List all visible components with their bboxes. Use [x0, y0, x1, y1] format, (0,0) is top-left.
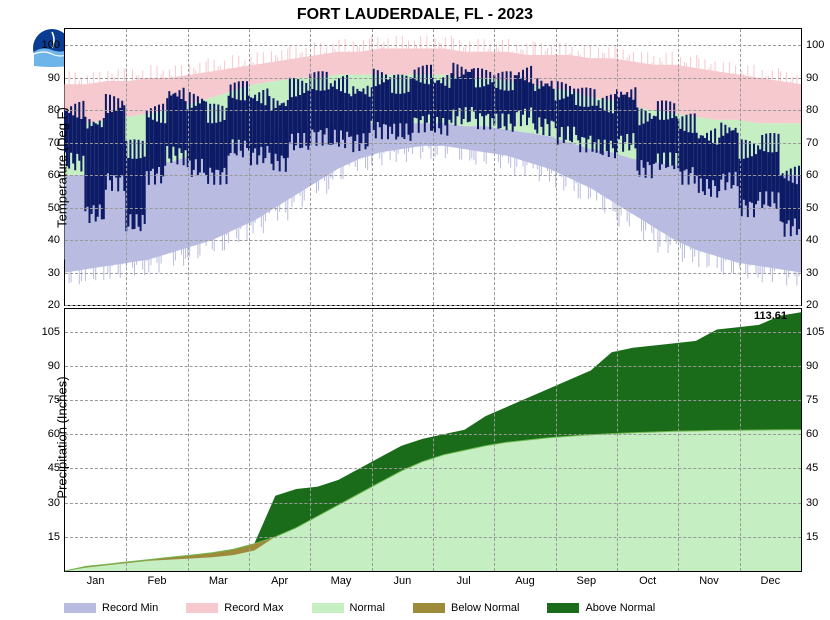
month-label: Mar: [209, 575, 228, 587]
temp-ytick-left: 30: [48, 267, 60, 279]
temp-ytick-right: 100: [806, 39, 824, 51]
precip-ytick-right: 90: [806, 360, 818, 372]
temp-ytick-right: 20: [806, 299, 818, 311]
temp-ytick-left: 100: [42, 39, 60, 51]
precip-ytick-right: 15: [806, 531, 818, 543]
legend-item: Below Normal: [413, 602, 519, 614]
legend-swatch-icon: [186, 603, 218, 613]
legend-item: Record Min: [64, 602, 158, 614]
legend-item: Above Normal: [547, 602, 655, 614]
month-label: Sep: [577, 575, 597, 587]
temp-ytick-right: 60: [806, 169, 818, 181]
precip-ytick-right: 75: [806, 394, 818, 406]
temp-ytick-right: 70: [806, 137, 818, 149]
legend-label: Above Normal: [585, 602, 655, 614]
precip-ytick-right: 30: [806, 497, 818, 509]
month-label: Jan: [87, 575, 105, 587]
legend-swatch-icon: [547, 603, 579, 613]
legend-label: Normal: [350, 602, 385, 614]
month-label: Dec: [761, 575, 781, 587]
precip-ytick-left: 105: [42, 326, 60, 338]
precip-final-value: 113.61: [754, 310, 787, 322]
legend: Record Min Record Max Normal Below Normal Ab…: [64, 602, 810, 614]
chart-container: FORT LAUDERDALE, FL - 2023 2020303040405…: [0, 0, 830, 620]
month-label: Oct: [639, 575, 656, 587]
legend-swatch-icon: [312, 603, 344, 613]
precip-ytick-right: 45: [806, 462, 818, 474]
month-label: Jun: [393, 575, 411, 587]
temp-ytick-right: 90: [806, 72, 818, 84]
month-label: Feb: [148, 575, 167, 587]
month-label: May: [331, 575, 352, 587]
temperature-chart: 20203030404050506060707080809090100100: [64, 28, 802, 306]
precip-ytick-right: 105: [806, 326, 824, 338]
month-label: Apr: [271, 575, 288, 587]
temp-ytick-right: 30: [806, 267, 818, 279]
precip-ytick-right: 60: [806, 428, 818, 440]
legend-item: Record Max: [186, 602, 283, 614]
month-label: Aug: [515, 575, 535, 587]
legend-swatch-icon: [64, 603, 96, 613]
legend-label: Below Normal: [451, 602, 519, 614]
month-label: Nov: [699, 575, 719, 587]
legend-swatch-icon: [413, 603, 445, 613]
precip-y-axis-label: Precipitation (Inches): [55, 338, 70, 538]
temp-ytick-right: 40: [806, 234, 818, 246]
temp-ytick-right: 80: [806, 104, 818, 116]
temp-ytick-left: 20: [48, 299, 60, 311]
legend-item: Normal: [312, 602, 385, 614]
temp-ytick-right: 50: [806, 202, 818, 214]
month-label: Jul: [457, 575, 471, 587]
precipitation-chart: 151530304545606075759090105105JanFebMarA…: [64, 308, 802, 572]
chart-title: FORT LAUDERDALE, FL - 2023: [0, 6, 830, 24]
legend-label: Record Min: [102, 602, 158, 614]
legend-label: Record Max: [224, 602, 283, 614]
temp-y-axis-label: Temperature (Deg F): [55, 68, 70, 268]
